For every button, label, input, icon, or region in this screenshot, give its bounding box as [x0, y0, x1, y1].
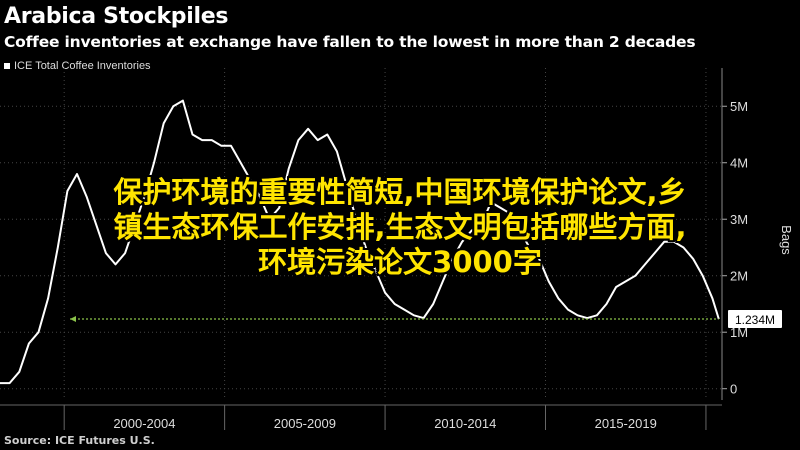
legend-swatch: [4, 63, 10, 69]
y-tick-label: 1M: [730, 325, 748, 340]
callout-arrow-icon: [70, 315, 76, 322]
legend-label: ICE Total Coffee Inventories: [14, 60, 151, 72]
chart-subtitle: Coffee inventories at exchange have fall…: [4, 33, 696, 51]
last-value-box: [728, 309, 782, 328]
x-tick-label: 2010-2014: [434, 416, 496, 431]
x-tick-label: 2000-2004: [113, 416, 175, 431]
x-tick-label: 2015-2019: [595, 416, 657, 431]
y-tick-label: 2M: [730, 269, 748, 284]
x-tick-label: 2005-2009: [274, 416, 336, 431]
source-note: Source: ICE Futures U.S.: [4, 434, 155, 447]
y-tick-label: 4M: [730, 156, 748, 171]
legend: ICE Total Coffee Inventories: [4, 60, 151, 72]
series-line: [0, 99, 720, 385]
y-tick-label: 0: [730, 382, 737, 397]
y-tick-label: 3M: [730, 212, 748, 227]
last-value-label: 1.234M: [735, 313, 775, 327]
y-tick-label: 5M: [730, 99, 748, 114]
chart-title: Arabica Stockpiles: [4, 4, 229, 29]
y-axis-label: Bags: [779, 225, 794, 255]
